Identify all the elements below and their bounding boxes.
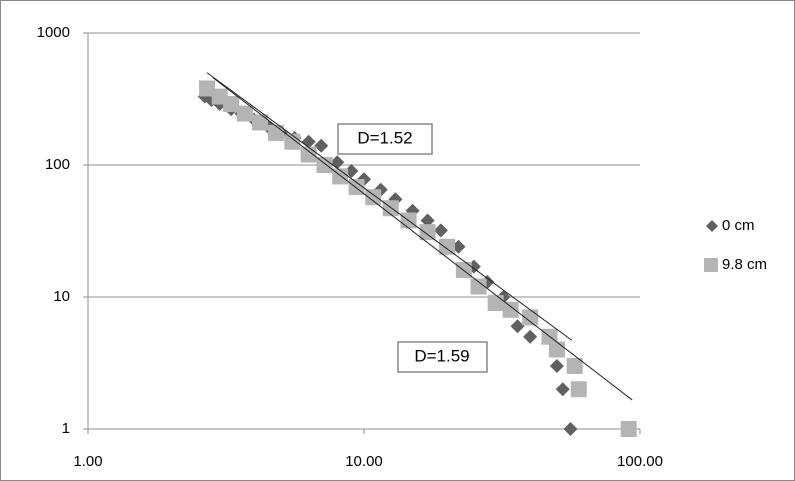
- annotation-box: [397, 341, 488, 373]
- point: [199, 80, 216, 97]
- annotation-box: [337, 123, 433, 155]
- point: [566, 358, 583, 375]
- point: [563, 422, 578, 436]
- plot-area: 1 10 100 1000 1.00 10.00 100.00 0 cm 9.8 cm: [37, 24, 767, 470]
- annotation: D=1.59: [414, 346, 469, 365]
- legend-label: 9.8 cm: [722, 256, 767, 273]
- point: [284, 133, 301, 150]
- point: [252, 114, 269, 131]
- point: [433, 223, 448, 238]
- point: [549, 359, 564, 374]
- point: [523, 329, 538, 344]
- point: [439, 238, 456, 255]
- trend-line: [206, 72, 573, 341]
- x-tick-label: 100.00: [617, 453, 663, 470]
- legend-marker: [706, 220, 718, 232]
- x-tick-label: 1.00: [73, 453, 102, 470]
- point: [314, 138, 329, 153]
- legend-label: 0 cm: [722, 217, 755, 234]
- point: [300, 146, 317, 163]
- point: [419, 224, 436, 241]
- point: [502, 301, 519, 318]
- y-tick-label: 10: [53, 288, 70, 305]
- point: [555, 382, 570, 397]
- point: [470, 278, 487, 295]
- point: [620, 421, 637, 437]
- point: [420, 213, 435, 228]
- x-tick-label: 10.00: [345, 453, 383, 470]
- trend-line: [212, 77, 633, 401]
- legend-marker: [704, 258, 718, 272]
- point: [236, 105, 253, 122]
- point: [522, 309, 539, 326]
- point: [487, 295, 504, 312]
- y-tick-label: 1: [62, 420, 70, 437]
- point: [365, 189, 382, 206]
- point: [548, 341, 565, 358]
- annotation: D=1.52: [357, 128, 412, 147]
- y-tick-label: 1000: [37, 24, 70, 41]
- y-tick-label: 100: [45, 156, 70, 173]
- point: [570, 381, 587, 398]
- point: [510, 319, 525, 334]
- point: [223, 95, 240, 112]
